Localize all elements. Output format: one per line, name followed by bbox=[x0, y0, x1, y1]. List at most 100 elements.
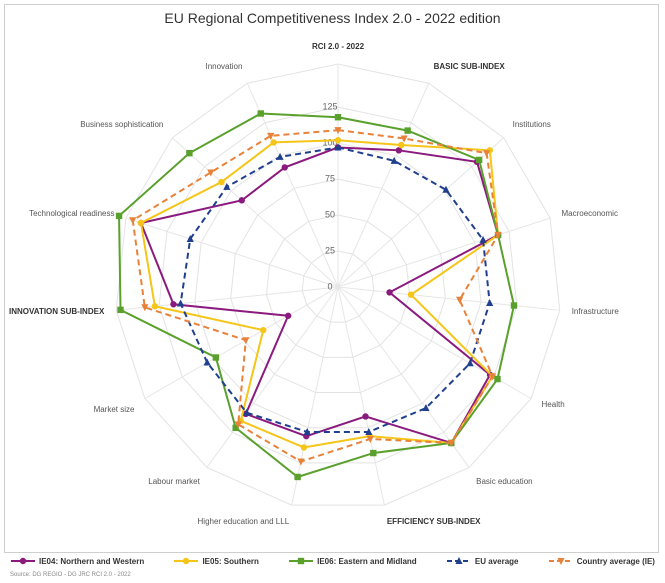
axis-label: BASIC SUB-INDEX bbox=[433, 62, 505, 72]
data-point bbox=[447, 439, 455, 447]
data-point bbox=[243, 408, 251, 416]
spoke bbox=[337, 286, 532, 399]
data-point bbox=[456, 296, 464, 304]
spoke bbox=[125, 217, 339, 288]
data-point bbox=[115, 212, 123, 220]
spoke bbox=[291, 286, 339, 506]
axis-label: RCI 2.0 - 2022 bbox=[311, 42, 365, 51]
axis-label: Higher education and LLL bbox=[197, 516, 290, 526]
axis-label: EFFICIENCY SUB-INDEX bbox=[386, 516, 481, 526]
legend-item: Country average (IE) bbox=[548, 556, 655, 566]
legend-label: IE04: Northern and Western bbox=[39, 556, 145, 566]
data-point bbox=[494, 375, 501, 383]
r-tick-label: 100 bbox=[322, 138, 337, 148]
data-point bbox=[137, 219, 145, 227]
legend-label: Country average (IE) bbox=[576, 556, 655, 566]
axis-label: INNOVATION SUB-INDEX bbox=[9, 306, 105, 316]
series-line bbox=[131, 129, 500, 463]
data-point bbox=[218, 178, 225, 186]
r-tick-label: 25 bbox=[325, 245, 335, 255]
r-tick-label: 50 bbox=[325, 209, 335, 219]
spoke bbox=[171, 137, 339, 288]
data-point bbox=[300, 444, 308, 451]
legend: IE04: Northern and Western IE05: Southern… bbox=[10, 556, 655, 566]
legend-item: EU average bbox=[446, 556, 519, 566]
data-point bbox=[260, 326, 267, 334]
axis-label: Market size bbox=[93, 404, 135, 414]
axis-label: Labour market bbox=[148, 477, 200, 487]
axis-label: Macroeconomic bbox=[561, 209, 618, 219]
data-point bbox=[234, 421, 242, 429]
data-point bbox=[400, 135, 408, 143]
data-point bbox=[297, 458, 305, 466]
data-point bbox=[557, 558, 565, 565]
data-point bbox=[297, 557, 305, 565]
data-point bbox=[212, 354, 220, 361]
axis-label: Infrastructure bbox=[571, 306, 619, 316]
series-line bbox=[139, 139, 500, 449]
data-point bbox=[486, 298, 494, 306]
legend-item: IE04: Northern and Western bbox=[10, 556, 144, 566]
data-point bbox=[257, 110, 264, 117]
grid-line bbox=[158, 106, 518, 464]
data-point bbox=[483, 150, 491, 158]
data-point bbox=[455, 557, 463, 564]
grid-line bbox=[265, 214, 411, 358]
data-point bbox=[334, 137, 342, 144]
data-point bbox=[407, 291, 415, 298]
data-point bbox=[186, 234, 194, 242]
data-point bbox=[186, 149, 193, 157]
series-line bbox=[118, 112, 516, 479]
data-point bbox=[183, 557, 190, 565]
spoke bbox=[337, 83, 430, 288]
data-point bbox=[294, 473, 301, 481]
spoke bbox=[246, 83, 339, 288]
chart-frame bbox=[4, 4, 659, 553]
legend-swatch bbox=[446, 557, 471, 564]
data-point bbox=[479, 235, 487, 243]
data-point bbox=[129, 217, 137, 225]
data-point bbox=[170, 301, 177, 308]
spoke bbox=[337, 286, 470, 468]
legend-swatch bbox=[174, 557, 199, 565]
data-point bbox=[238, 197, 245, 204]
spoke bbox=[337, 217, 551, 288]
data-point bbox=[203, 358, 211, 366]
data-point bbox=[117, 306, 124, 314]
data-point bbox=[232, 424, 239, 432]
r-tick-label: 125 bbox=[322, 102, 337, 112]
axis-label: Health bbox=[541, 399, 565, 409]
axis-label: Institutions bbox=[512, 119, 551, 129]
r-tick-label: 75 bbox=[325, 173, 335, 183]
spoke bbox=[337, 286, 385, 506]
series-line bbox=[139, 146, 500, 445]
data-point bbox=[488, 373, 497, 381]
axis-label: Business sophistication bbox=[80, 119, 164, 129]
data-point bbox=[466, 359, 474, 367]
data-point bbox=[284, 312, 292, 319]
data-point bbox=[386, 289, 393, 296]
data-point bbox=[267, 132, 275, 140]
legend-label: EU average bbox=[474, 556, 519, 566]
spoke bbox=[337, 286, 560, 311]
data-point bbox=[422, 404, 430, 412]
data-point bbox=[404, 127, 411, 134]
data-point bbox=[442, 185, 450, 193]
legend-item: IE05: Southern bbox=[173, 556, 259, 566]
source-note: Source: DG REGIO - DG JRC RCI 2.0 - 2022 bbox=[10, 572, 131, 578]
spoke bbox=[206, 286, 339, 468]
data-point bbox=[475, 156, 483, 164]
data-point bbox=[19, 557, 27, 565]
data-point bbox=[397, 141, 405, 149]
series-line bbox=[179, 146, 491, 433]
data-point bbox=[223, 182, 231, 190]
data-point bbox=[334, 127, 342, 135]
r-tick-label: 0 bbox=[327, 281, 332, 291]
legend-item: IE06: Eastern and Midland bbox=[288, 556, 417, 566]
data-point bbox=[395, 147, 403, 154]
data-point bbox=[390, 156, 398, 164]
legend-label: IE05: Southern bbox=[202, 556, 259, 566]
axis-label: Technological readiness bbox=[29, 209, 115, 219]
spoke bbox=[144, 286, 339, 399]
